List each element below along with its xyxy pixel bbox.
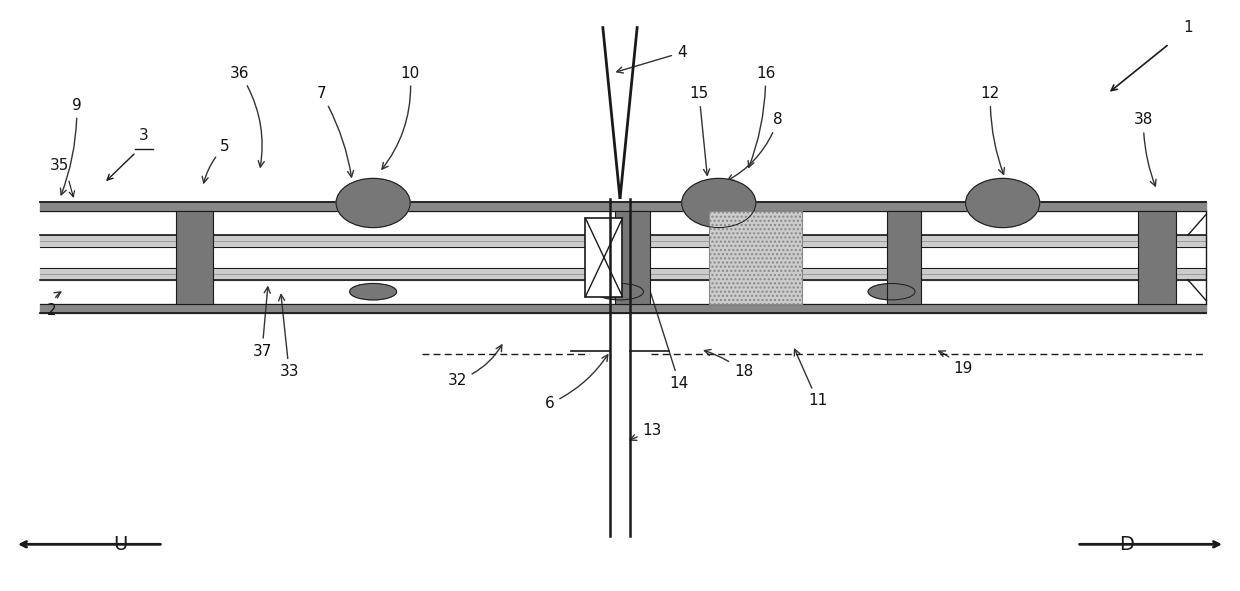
Text: U: U	[113, 535, 128, 554]
Text: 13: 13	[630, 423, 662, 440]
Ellipse shape	[336, 178, 410, 228]
Text: 34: 34	[1178, 257, 1198, 272]
Bar	[709, 211, 802, 304]
Text: 14: 14	[639, 259, 689, 391]
Text: 12: 12	[981, 86, 1004, 174]
Text: 37: 37	[252, 287, 272, 359]
Text: 38: 38	[1133, 112, 1156, 186]
Bar	[176, 211, 212, 304]
Text: 3: 3	[139, 128, 149, 144]
Text: 4: 4	[616, 45, 687, 73]
Text: 7: 7	[316, 86, 353, 177]
Text: 32: 32	[448, 345, 502, 388]
Ellipse shape	[596, 284, 644, 300]
Text: 9: 9	[61, 98, 82, 195]
Ellipse shape	[682, 178, 756, 228]
Text: 2: 2	[47, 292, 61, 317]
Ellipse shape	[966, 178, 1039, 228]
Text: 19: 19	[939, 351, 973, 376]
Text: D: D	[1118, 535, 1133, 554]
Bar	[585, 218, 622, 297]
Text: 1: 1	[1183, 20, 1193, 35]
Text: 35: 35	[50, 158, 69, 173]
Bar	[1138, 211, 1176, 304]
Text: 5: 5	[202, 139, 229, 183]
Text: 11: 11	[795, 349, 827, 408]
Bar	[887, 211, 921, 304]
Text: 33: 33	[279, 294, 299, 379]
Ellipse shape	[868, 284, 915, 300]
Text: 8: 8	[728, 112, 782, 180]
Text: 16: 16	[748, 66, 775, 167]
Ellipse shape	[350, 284, 397, 300]
Bar	[615, 211, 650, 304]
Text: 6: 6	[544, 355, 608, 411]
Text: 36: 36	[231, 66, 264, 167]
Text: 10: 10	[382, 66, 420, 169]
Text: 15: 15	[689, 86, 709, 176]
Text: 18: 18	[704, 349, 753, 379]
